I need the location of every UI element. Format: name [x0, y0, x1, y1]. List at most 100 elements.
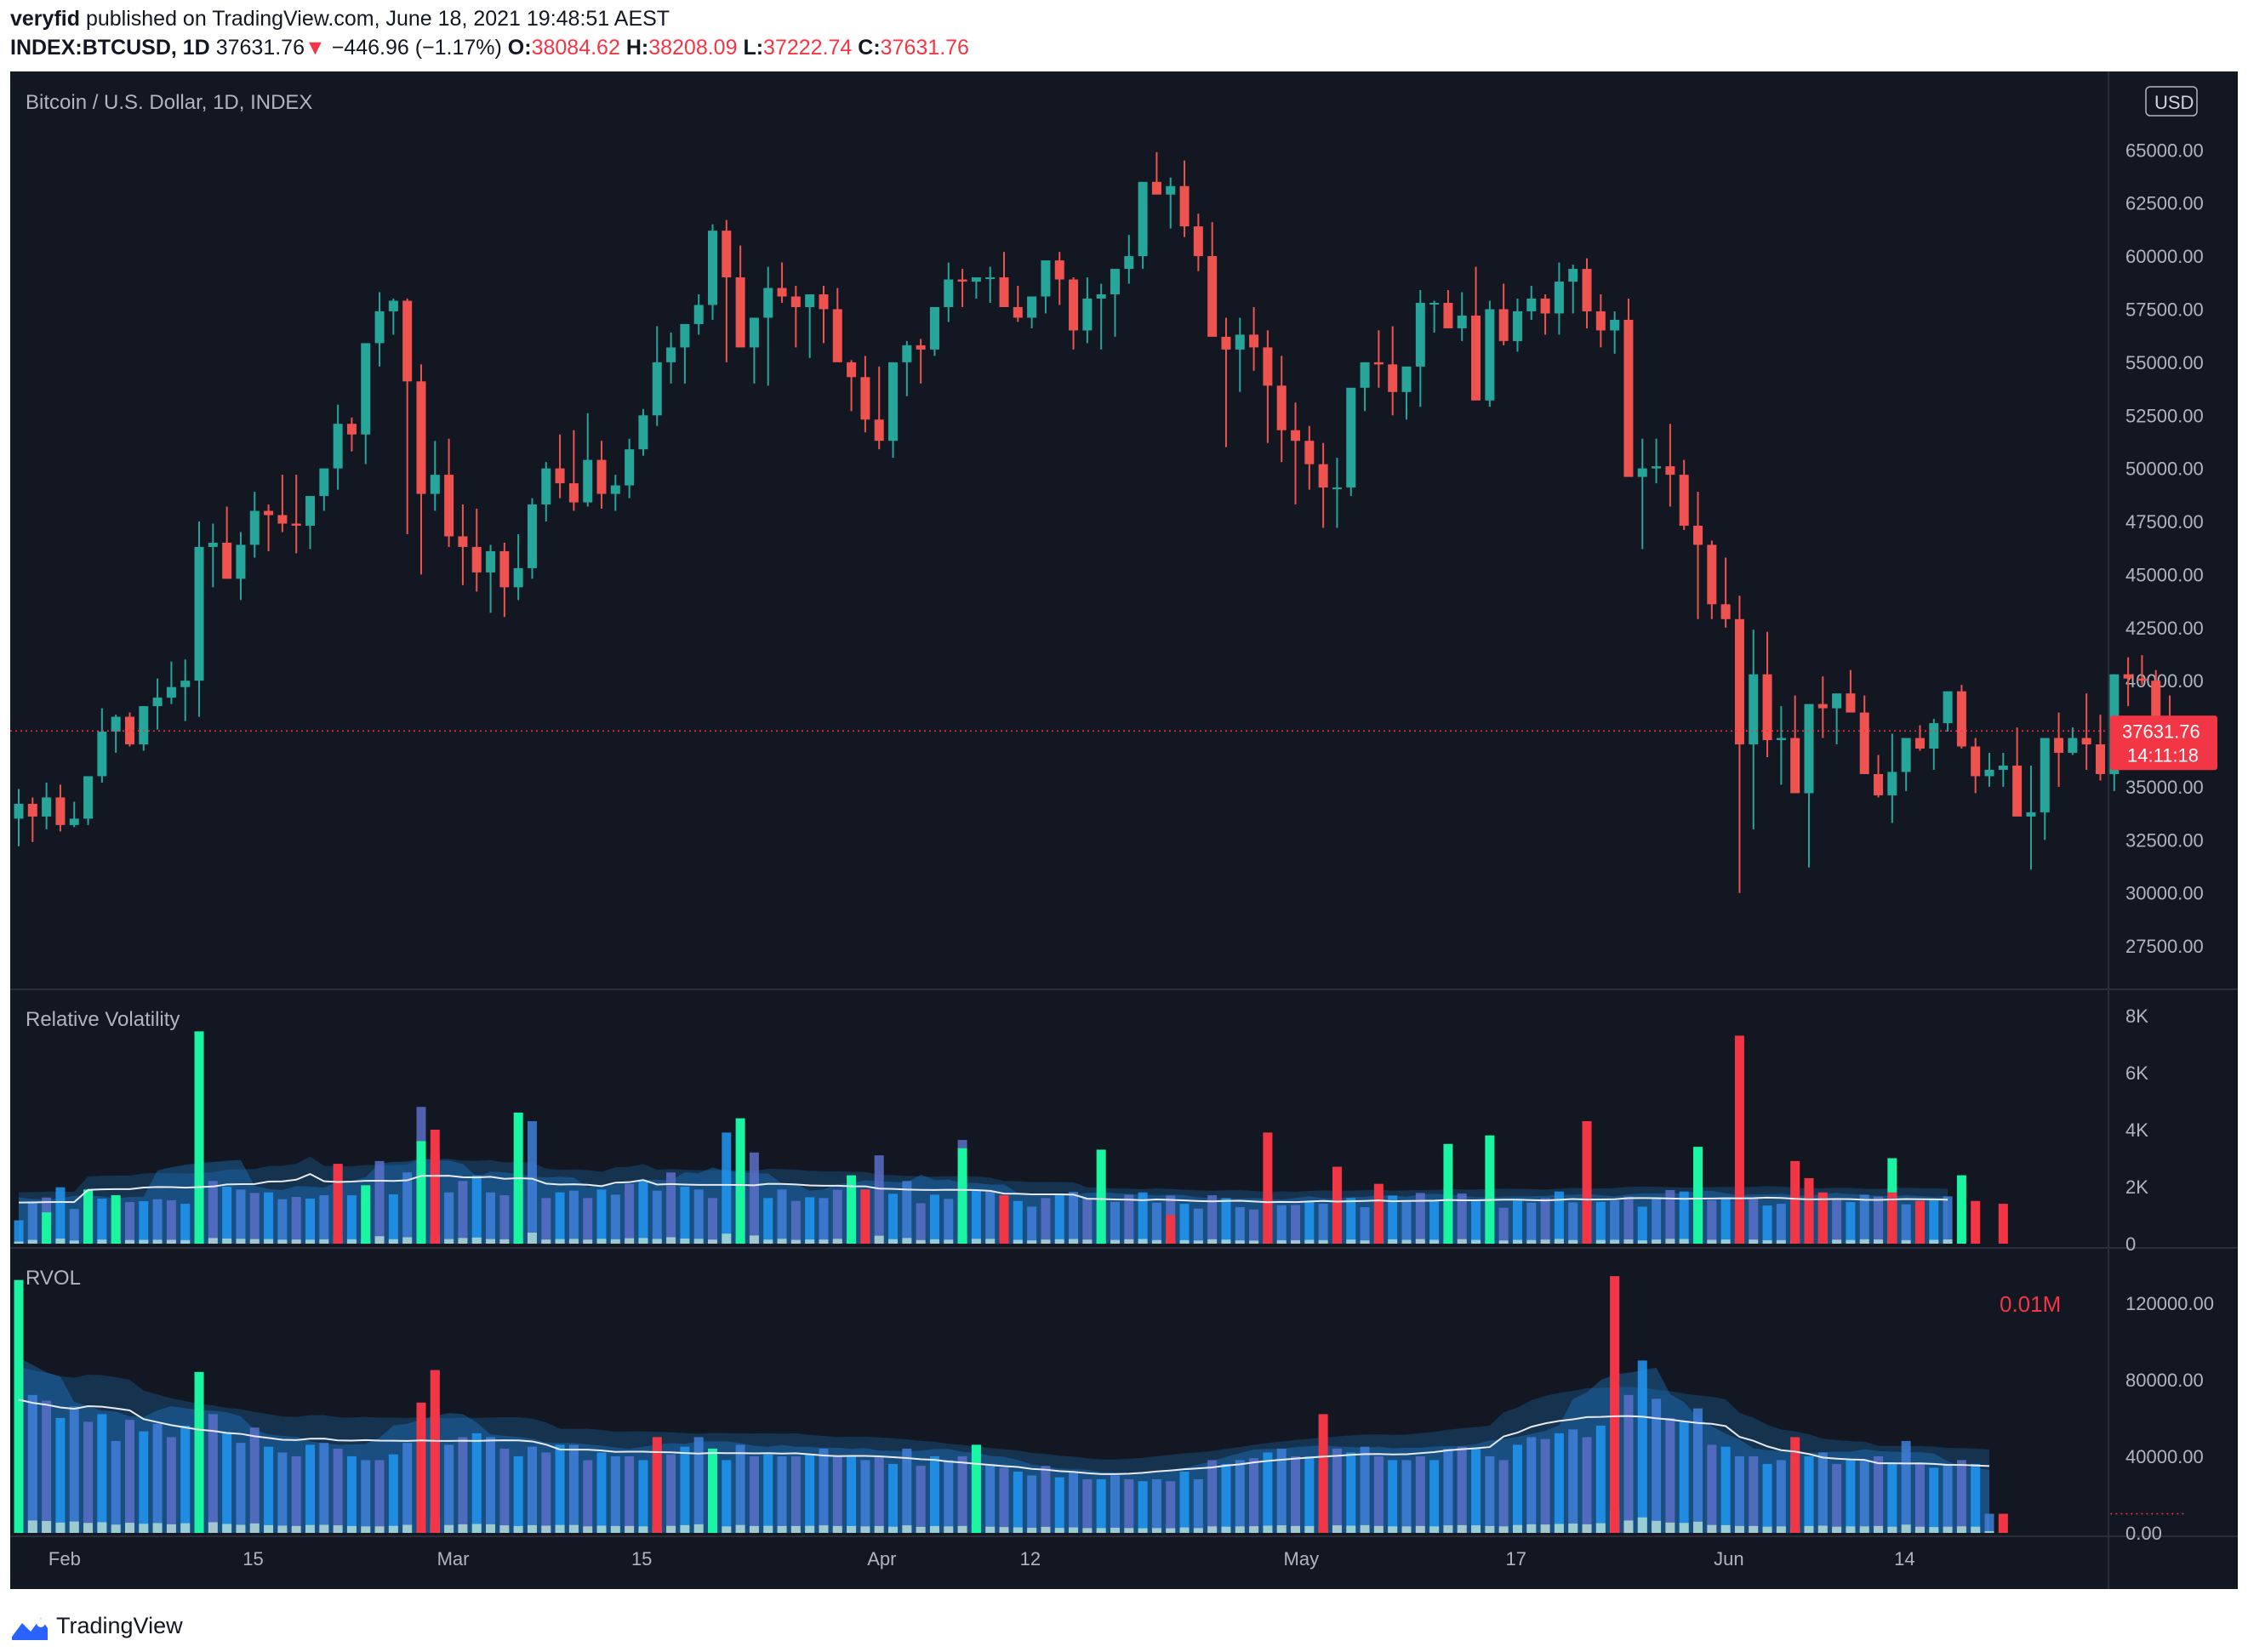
rvol-bar [1054, 1477, 1064, 1533]
rvol-base-bar [1874, 1525, 1884, 1533]
candle-body [902, 345, 912, 362]
rvol-bar [1124, 1478, 1134, 1533]
relative-volatility-base-bar [124, 1239, 134, 1244]
rvol-base-bar [1082, 1528, 1093, 1533]
rvol-bar [1332, 1448, 1342, 1533]
relative-volatility-bar [1346, 1198, 1356, 1244]
rvol-base-bar [1373, 1525, 1384, 1533]
relative-volatility-bar [1151, 1202, 1161, 1244]
relative-volatility-base-bar [1207, 1239, 1218, 1244]
time-axis[interactable]: Feb 15 Mar 15 Apr 12 May 17 Jun 14 [48, 1548, 1915, 1569]
relative-volatility-bar [277, 1199, 288, 1244]
candle-body [1914, 738, 1925, 749]
candle-body [888, 362, 899, 441]
candle-body [1373, 362, 1384, 365]
price-tick-label: 27500.00 [2125, 936, 2204, 957]
relative-volatility-bar [1749, 1198, 1759, 1244]
relative-volatility-base-bar [763, 1239, 773, 1244]
candle-body [805, 294, 815, 307]
rvol-base-bar [1734, 1525, 1744, 1533]
last-price-tag[interactable] [2110, 715, 2217, 771]
relative-volatility-bar [693, 1189, 704, 1244]
relative-volatility-bar [763, 1198, 773, 1244]
candle-body [471, 546, 482, 573]
rvol-bar [111, 1440, 121, 1533]
relative-volatility-bar [222, 1187, 232, 1244]
tradingview-logo-icon[interactable] [10, 1611, 49, 1645]
candle-body [541, 468, 551, 505]
rvol-bar [513, 1455, 523, 1533]
symbol-label[interactable]: INDEX:BTCUSD, 1D [10, 36, 210, 60]
rvol-bar [139, 1431, 149, 1533]
rvol-bar [486, 1437, 496, 1533]
rvol-bar [69, 1406, 79, 1533]
relative-volatility-base-bar [555, 1239, 565, 1244]
chart-canvas[interactable]: Bitcoin / U.S. Dollar, 1D, INDEX 27500.00… [0, 71, 2248, 1603]
brand-label[interactable]: TradingView [56, 1613, 183, 1638]
relative-volatility-base-bar [222, 1238, 232, 1244]
rvol-pane[interactable]: RVOL 0.00 40000.00 80000.00 120000.00 0.01M [14, 1267, 2215, 1544]
relative-volatility-pane[interactable]: Relative Volatility 0 2K 4K 6K 8K [14, 1005, 2149, 1255]
rvol-bar [1956, 1460, 1966, 1533]
relative-volatility-base-bar [277, 1239, 288, 1244]
price-tick-label: 65000.00 [2125, 140, 2204, 161]
relative-volatility-bar [874, 1155, 884, 1244]
rvol-bar [1901, 1440, 1911, 1533]
relative-volatility-base-bar [1762, 1239, 1772, 1244]
candle-body [1679, 475, 1689, 527]
open-label: O: [507, 36, 532, 60]
candle-body [1415, 302, 1425, 367]
candle-body [1041, 260, 1051, 297]
relative-volatility-base-bar [402, 1237, 413, 1244]
rvol-bar [680, 1446, 690, 1533]
candle-body [2068, 738, 2078, 754]
rvol-bar [1304, 1455, 1315, 1533]
rvol-bar [1138, 1481, 1148, 1533]
time-tick-label: 12 [1020, 1548, 1041, 1569]
rvol-base-bar [1956, 1526, 1966, 1533]
rvol-bar [1041, 1466, 1051, 1533]
rvol-bar [1013, 1471, 1023, 1533]
relative-volatility-bar [985, 1190, 996, 1244]
currency-badge[interactable] [2145, 86, 2198, 117]
rvol-bar [1096, 1478, 1106, 1533]
rvol-bar [499, 1448, 510, 1533]
rvol-base-bar [888, 1526, 899, 1533]
rvol-bar [1971, 1463, 1981, 1533]
rvol-base-bar [1984, 1530, 1994, 1533]
chart-area[interactable]: Bitcoin / U.S. Dollar, 1D, INDEX 27500.00… [0, 71, 2248, 1603]
rvol-base-bar [1929, 1527, 1939, 1533]
relative-volatility-bar [124, 1202, 134, 1244]
candle-body [1332, 487, 1342, 490]
rvol-base-bar [69, 1521, 79, 1533]
rvol-bar [860, 1460, 870, 1533]
candle-body [1179, 185, 1190, 227]
relative-volatility-bar [1027, 1206, 1037, 1244]
rvol-base-bar [1443, 1525, 1453, 1533]
relative-volatility-bar [208, 1181, 218, 1244]
rvol-bar [1652, 1399, 1662, 1533]
rvol-base-bar [929, 1525, 939, 1533]
chart-header: veryfid published on TradingView.com, Ju… [0, 0, 2248, 71]
published-text: published on TradingView.com, June 18, 2… [85, 7, 670, 31]
relative-volatility-bar [1832, 1199, 1842, 1244]
relative-volatility-base-bar [1179, 1239, 1190, 1244]
relative-volatility-base-bar [55, 1239, 66, 1244]
author-name[interactable]: veryfid [10, 7, 80, 31]
relative-volatility-spike-up [361, 1185, 371, 1244]
price-tick-label: 52500.00 [2125, 405, 2204, 426]
candle-body [832, 309, 842, 362]
rvol-bar [666, 1454, 676, 1533]
candle-body [1929, 723, 1939, 749]
rvol-bar [985, 1463, 996, 1533]
candles [14, 151, 2188, 893]
rvol-base-bar [374, 1526, 385, 1533]
rvol-base-bar [1110, 1527, 1120, 1533]
rvol-bar [305, 1444, 316, 1533]
price-pane[interactable]: Bitcoin / U.S. Dollar, 1D, INDEX 27500.00… [10, 86, 2217, 957]
relative-volatility-bar [305, 1199, 316, 1244]
relative-volatility-spike-down [430, 1130, 440, 1244]
relative-volatility-base-bar [1027, 1240, 1037, 1244]
rvol-bar [583, 1460, 593, 1533]
relative-volatility-bar [1415, 1193, 1425, 1244]
